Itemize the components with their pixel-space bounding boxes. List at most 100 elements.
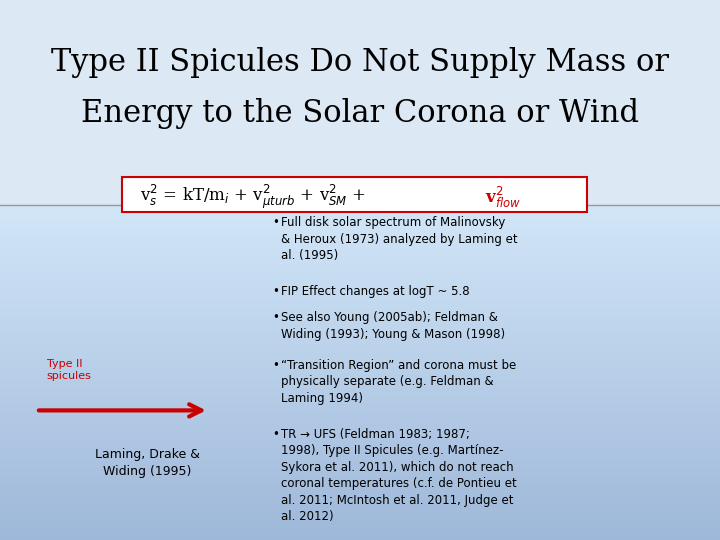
Bar <box>0 356 720 357</box>
FancyBboxPatch shape <box>122 177 587 212</box>
Bar <box>0 520 720 522</box>
Bar <box>0 413 720 415</box>
Bar <box>0 239 720 240</box>
Bar <box>0 274 720 275</box>
Bar <box>0 364 720 366</box>
Bar <box>0 415 720 416</box>
Bar <box>0 530 720 531</box>
Bar <box>0 207 720 208</box>
Bar <box>0 249 720 251</box>
Text: •: • <box>272 359 279 372</box>
Bar <box>0 518 720 520</box>
Bar <box>0 490 720 491</box>
Bar <box>0 319 720 321</box>
Bar <box>0 289 720 291</box>
Bar <box>0 487 720 488</box>
Bar <box>0 259 720 260</box>
Bar <box>0 423 720 424</box>
Bar <box>0 480 720 482</box>
Bar <box>0 306 720 307</box>
Text: •: • <box>272 285 279 298</box>
Bar <box>0 260 720 262</box>
Bar <box>0 279 720 281</box>
Bar <box>0 421 720 423</box>
Bar <box>0 310 720 312</box>
Text: •: • <box>272 216 279 229</box>
Bar <box>0 301 720 302</box>
Bar <box>0 388 720 389</box>
Bar <box>0 511 720 513</box>
Bar <box>0 247 720 249</box>
Text: Type II
spicules: Type II spicules <box>47 359 91 381</box>
Bar <box>0 212 720 213</box>
Bar <box>0 446 720 448</box>
Bar <box>0 502 720 503</box>
Bar <box>0 330 720 333</box>
Bar <box>0 441 720 443</box>
Bar <box>0 266 720 267</box>
Bar <box>0 463 720 464</box>
Bar <box>0 219 720 220</box>
Bar <box>0 346 720 348</box>
Bar <box>0 488 720 490</box>
Bar <box>0 252 720 254</box>
Bar <box>0 404 720 406</box>
Bar <box>0 307 720 309</box>
Bar <box>0 254 720 255</box>
Bar <box>0 467 720 468</box>
Bar <box>0 451 720 453</box>
Bar <box>0 420 720 421</box>
Text: “Transition Region” and corona must be
physically separate (e.g. Feldman &
Lamin: “Transition Region” and corona must be p… <box>281 359 516 404</box>
Bar <box>0 329 720 330</box>
Bar <box>0 386 720 388</box>
Bar <box>0 251 720 252</box>
Bar <box>0 383 720 384</box>
Text: TR → UFS (Feldman 1983; 1987;
1998), Type II Spicules (e.g. Martínez-
Sykora et : TR → UFS (Feldman 1983; 1987; 1998), Typ… <box>281 428 516 523</box>
Bar <box>0 503 720 505</box>
Bar <box>0 448 720 450</box>
Bar <box>0 321 720 322</box>
Bar <box>0 326 720 327</box>
Bar <box>0 528 720 530</box>
Bar <box>0 376 720 377</box>
Bar <box>0 267 720 269</box>
Bar <box>0 240 720 242</box>
Bar <box>0 291 720 292</box>
Bar <box>0 213 720 215</box>
Bar <box>0 391 720 393</box>
Text: Laming, Drake &
Widing (1995): Laming, Drake & Widing (1995) <box>95 448 200 478</box>
Bar <box>0 373 720 374</box>
Bar <box>0 461 720 463</box>
Bar <box>0 444 720 446</box>
Bar <box>0 401 720 403</box>
Bar <box>0 318 720 319</box>
Bar <box>0 476 720 478</box>
Bar <box>0 473 720 475</box>
Bar <box>0 534 720 535</box>
Bar <box>0 286 720 287</box>
Bar <box>0 234 720 235</box>
Bar <box>0 403 720 404</box>
Bar <box>0 227 720 228</box>
Bar <box>0 287 720 289</box>
Bar <box>0 485 720 487</box>
Bar <box>0 513 720 515</box>
Bar <box>0 348 720 349</box>
Bar <box>0 428 720 429</box>
Bar <box>0 338 720 339</box>
Bar <box>0 210 720 212</box>
Bar <box>0 431 720 433</box>
Bar <box>0 294 720 295</box>
Bar <box>0 222 720 224</box>
Bar <box>0 482 720 483</box>
Bar <box>0 475 720 476</box>
Bar <box>0 366 720 368</box>
Bar <box>0 471 720 473</box>
Bar <box>0 468 720 470</box>
Bar <box>0 440 720 441</box>
Bar <box>0 453 720 455</box>
Bar <box>0 255 720 257</box>
Bar <box>0 483 720 485</box>
Bar <box>0 523 720 525</box>
Bar <box>0 525 720 526</box>
